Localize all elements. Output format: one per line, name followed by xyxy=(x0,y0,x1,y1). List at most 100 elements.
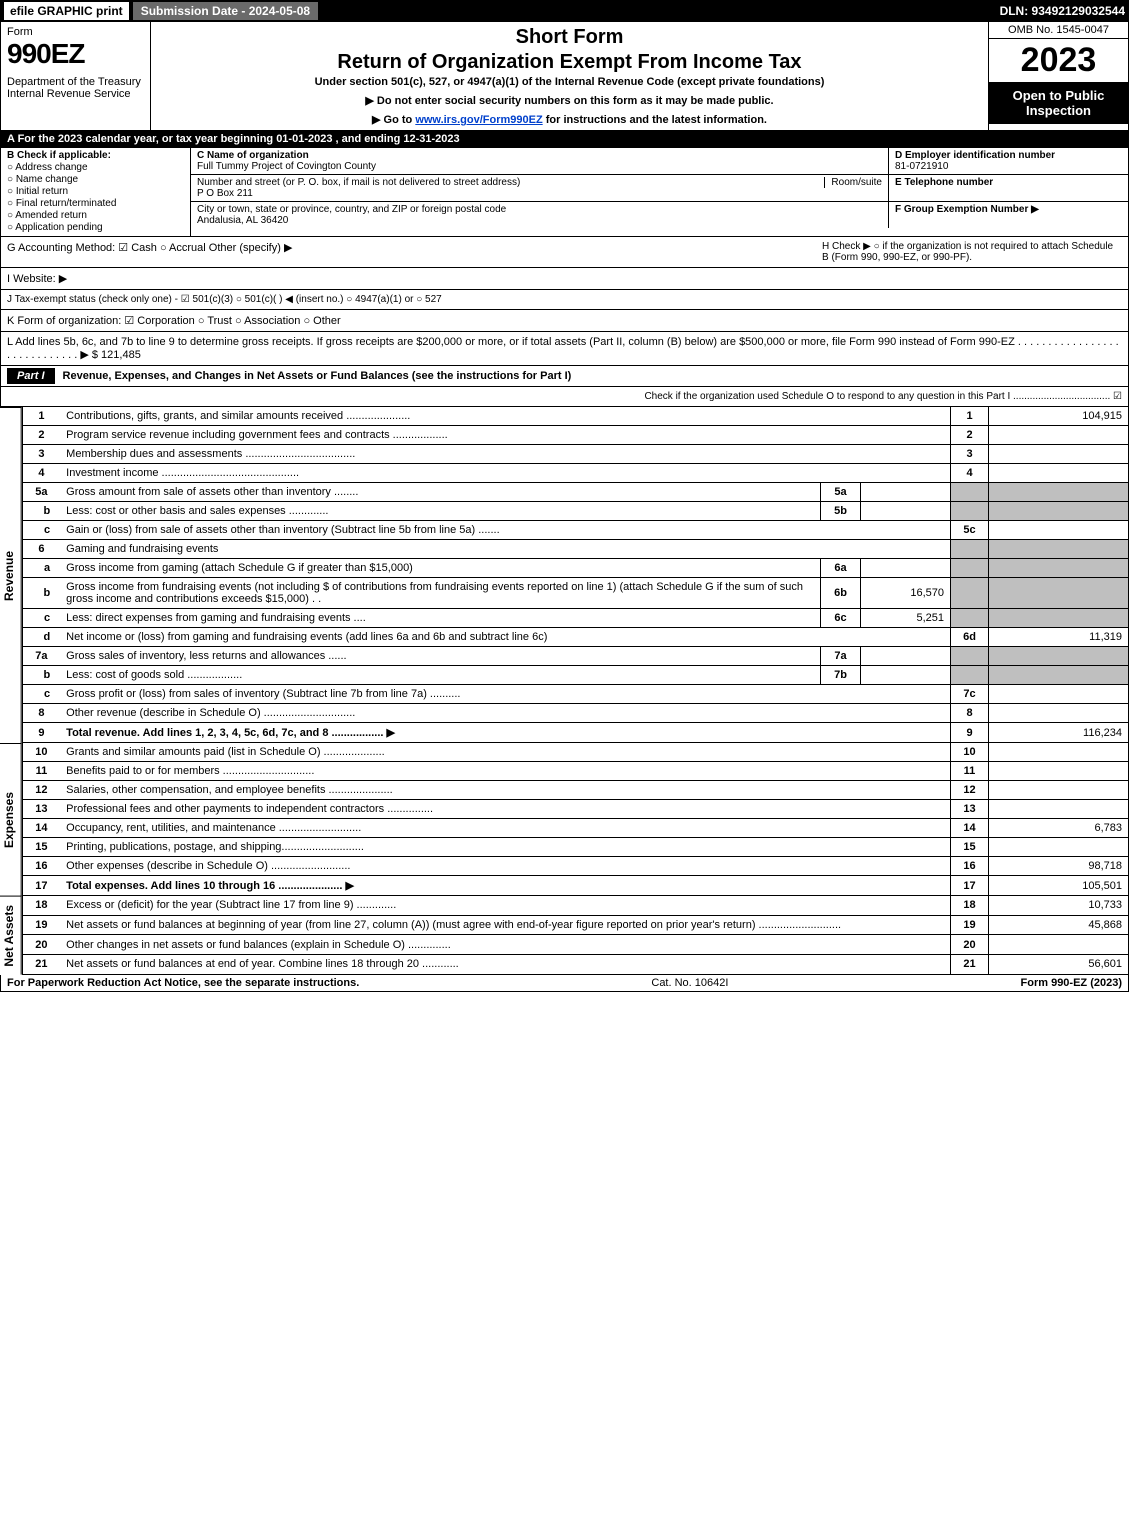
section-b: B Check if applicable: Address change Na… xyxy=(1,148,191,236)
line-row: dNet income or (loss) from gaming and fu… xyxy=(22,628,1128,647)
dept-label: Department of the Treasury Internal Reve… xyxy=(7,76,144,100)
mid-value: 16,570 xyxy=(861,578,951,609)
num-col: 10 xyxy=(951,743,989,762)
line-value: 11,319 xyxy=(989,628,1129,647)
line-row: 18Excess or (deficit) for the year (Subt… xyxy=(22,896,1128,915)
line-desc: Gross amount from sale of assets other t… xyxy=(60,483,820,502)
chk-amended-return[interactable]: Amended return xyxy=(7,210,184,221)
num-col: 21 xyxy=(951,954,989,974)
line-number: 10 xyxy=(22,743,60,762)
line-value xyxy=(989,464,1129,483)
line-value: 104,915 xyxy=(989,407,1129,426)
num-col xyxy=(951,483,989,502)
num-col xyxy=(951,666,989,685)
mid-label: 6a xyxy=(821,559,861,578)
line-number: 7a xyxy=(22,647,60,666)
form-header: Form 990EZ Department of the Treasury In… xyxy=(0,22,1129,131)
line-desc: Printing, publications, postage, and shi… xyxy=(60,838,950,857)
line-row: 1Contributions, gifts, grants, and simil… xyxy=(22,407,1128,426)
line-number: c xyxy=(22,521,60,540)
line-row: 3Membership dues and assessments .......… xyxy=(22,445,1128,464)
line-desc: Gain or (loss) from sale of assets other… xyxy=(60,521,950,540)
chk-initial-return[interactable]: Initial return xyxy=(7,186,184,197)
mid-value xyxy=(861,502,951,521)
irs-link[interactable]: www.irs.gov/Form990EZ xyxy=(415,114,542,126)
part1-label: Part I xyxy=(7,368,55,384)
line-value xyxy=(989,800,1129,819)
mid-value xyxy=(861,559,951,578)
line-number: 20 xyxy=(22,935,60,955)
line-number: 13 xyxy=(22,800,60,819)
line-value: 10,733 xyxy=(989,896,1129,915)
line-value xyxy=(989,609,1129,628)
line-desc: Contributions, gifts, grants, and simila… xyxy=(60,407,950,426)
chk-name-change[interactable]: Name change xyxy=(7,174,184,185)
num-col: 6d xyxy=(951,628,989,647)
mid-value xyxy=(861,483,951,502)
revenue-label: Revenue xyxy=(0,407,22,743)
line-row: cGross profit or (loss) from sales of in… xyxy=(22,685,1128,704)
form-number: 990EZ xyxy=(7,38,144,70)
section-cd: C Name of organization Full Tummy Projec… xyxy=(191,148,1128,236)
line-value xyxy=(989,445,1129,464)
line-number: 3 xyxy=(22,445,60,464)
chk-application-pending[interactable]: Application pending xyxy=(7,222,184,233)
line-value xyxy=(989,578,1129,609)
b-label: B Check if applicable: xyxy=(7,150,184,161)
chk-final-return[interactable]: Final return/terminated xyxy=(7,198,184,209)
line-number: b xyxy=(22,666,60,685)
mid-label: 6c xyxy=(821,609,861,628)
num-col xyxy=(951,647,989,666)
line-value xyxy=(989,935,1129,955)
header-center: Short Form Return of Organization Exempt… xyxy=(151,22,988,130)
line-number: 11 xyxy=(22,762,60,781)
line-desc: Gross profit or (loss) from sales of inv… xyxy=(60,685,950,704)
omb-number: OMB No. 1545-0047 xyxy=(989,22,1128,39)
num-col xyxy=(951,578,989,609)
line-value: 116,234 xyxy=(989,723,1129,743)
line-row: 5aGross amount from sale of assets other… xyxy=(22,483,1128,502)
short-form-label: Short Form xyxy=(159,26,980,49)
under-section: Under section 501(c), 527, or 4947(a)(1)… xyxy=(159,76,980,88)
line-row: cGain or (loss) from sale of assets othe… xyxy=(22,521,1128,540)
mid-label: 7b xyxy=(821,666,861,685)
line-number: 15 xyxy=(22,838,60,857)
line-row: 8Other revenue (describe in Schedule O) … xyxy=(22,704,1128,723)
line-number: 12 xyxy=(22,781,60,800)
form-title: Return of Organization Exempt From Incom… xyxy=(159,51,980,74)
line-value: 98,718 xyxy=(989,857,1129,876)
line-row: 21Net assets or fund balances at end of … xyxy=(22,954,1128,974)
line-row: 13Professional fees and other payments t… xyxy=(22,800,1128,819)
line-value xyxy=(989,666,1129,685)
footer-left: For Paperwork Reduction Act Notice, see … xyxy=(7,977,359,989)
mid-label: 7a xyxy=(821,647,861,666)
efile-print-label[interactable]: efile GRAPHIC print xyxy=(4,2,129,20)
line-number: 6 xyxy=(22,540,60,559)
f-group-label: F Group Exemption Number ▶ xyxy=(895,204,1122,215)
line-number: 5a xyxy=(22,483,60,502)
line-number: c xyxy=(22,609,60,628)
num-col: 16 xyxy=(951,857,989,876)
num-col: 14 xyxy=(951,819,989,838)
line-row: 10Grants and similar amounts paid (list … xyxy=(22,743,1128,762)
line-desc: Other expenses (describe in Schedule O) … xyxy=(60,857,950,876)
line-row: 4Investment income .....................… xyxy=(22,464,1128,483)
num-col xyxy=(951,502,989,521)
num-col: 20 xyxy=(951,935,989,955)
line-number: c xyxy=(22,685,60,704)
line-desc: Total expenses. Add lines 10 through 16 … xyxy=(60,876,950,896)
chk-address-change[interactable]: Address change xyxy=(7,162,184,173)
mid-value xyxy=(861,647,951,666)
row-a: A For the 2023 calendar year, or tax yea… xyxy=(0,131,1129,148)
line-value xyxy=(989,838,1129,857)
row-k: K Form of organization: ☑ Corporation ○ … xyxy=(0,310,1129,332)
expenses-label: Expenses xyxy=(0,743,22,896)
street-label: Number and street (or P. O. box, if mail… xyxy=(197,177,520,188)
part1-header: Part I Revenue, Expenses, and Changes in… xyxy=(0,366,1129,387)
room-label: Room/suite xyxy=(824,177,882,188)
line-desc: Investment income ......................… xyxy=(60,464,950,483)
line-value xyxy=(989,521,1129,540)
part1-title: Revenue, Expenses, and Changes in Net As… xyxy=(63,370,1122,382)
ein-value: 81-0721910 xyxy=(895,161,1122,172)
num-col: 3 xyxy=(951,445,989,464)
